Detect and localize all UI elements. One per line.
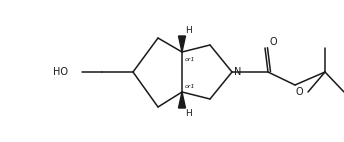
Text: or1: or1: [185, 84, 195, 89]
Text: O: O: [296, 87, 304, 97]
Text: N: N: [234, 67, 241, 77]
Polygon shape: [179, 36, 185, 52]
Text: H: H: [185, 109, 192, 118]
Text: or1: or1: [185, 57, 195, 62]
Text: O: O: [270, 37, 278, 47]
Polygon shape: [179, 92, 185, 108]
Text: H: H: [185, 26, 192, 35]
Text: HO: HO: [53, 67, 68, 77]
